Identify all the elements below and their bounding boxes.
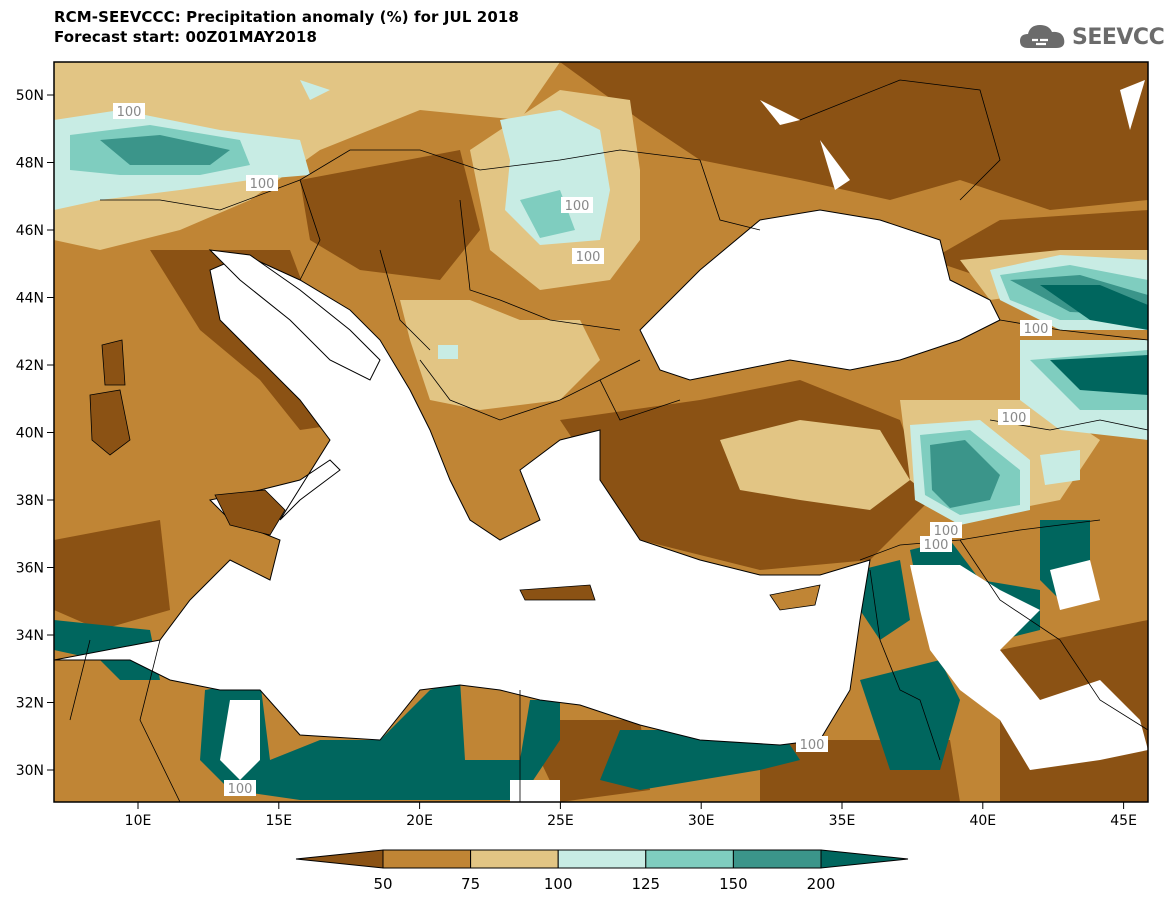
colorbar-tick-label: 150 — [719, 875, 748, 893]
lon-tick-label: 15E — [265, 813, 292, 829]
longitude-axis: 10E 15E 20E 25E 30E 35E 40E 45E — [125, 802, 1137, 829]
mediterranean-sea — [54, 254, 871, 746]
contour-label: 100 — [930, 522, 962, 539]
contour-label-text: 100 — [934, 524, 959, 539]
no-data-patches — [220, 80, 1148, 802]
lat-tick-label: 46N — [16, 223, 44, 239]
colorbar-segment — [645, 849, 734, 869]
colorbar-high-arrow — [820, 849, 909, 869]
colorbar-tick-label: 125 — [631, 875, 660, 893]
seas — [54, 209, 1001, 746]
colorbar-tick-label: 200 — [807, 875, 836, 893]
contour-label-text: 100 — [1002, 411, 1027, 426]
contour-label: 100 — [113, 103, 145, 120]
contour-label-text: 100 — [1024, 322, 1049, 337]
contour-label: 100 — [998, 409, 1030, 426]
colorbar-segment — [382, 849, 472, 869]
lat-tick-label: 36N — [16, 561, 44, 577]
color-bar: 50 75 100 125 150 200 — [295, 849, 909, 893]
contour-label: 100 — [1020, 320, 1052, 337]
lon-tick-label: 45E — [1110, 813, 1137, 829]
contour-labels: 100 100 100 100 100 100 — [113, 103, 1052, 797]
contour-label-text: 100 — [117, 105, 142, 120]
lat-tick-label: 38N — [16, 493, 44, 509]
colorbar-tick-label: 75 — [461, 875, 480, 893]
contour-label: 100 — [438, 345, 458, 359]
lon-tick-label: 20E — [406, 813, 433, 829]
forecast-start-label: Forecast start: 00Z01MAY2018 — [54, 28, 317, 46]
contour-label: 100 — [224, 780, 256, 797]
contour-label-text: 100 — [924, 538, 949, 553]
lon-tick-label: 25E — [547, 813, 574, 829]
contour-label: 100 — [246, 175, 278, 192]
colorbar-segment — [557, 849, 647, 869]
latitude-axis: 50N 48N 46N 44N 42N 40N 38N 36N 34N 32N 30N — [16, 88, 54, 779]
lat-tick-label: 44N — [16, 291, 44, 307]
contour-label: 100 — [796, 736, 828, 753]
lat-tick-label: 50N — [16, 88, 44, 104]
colorbar-tick-label: 50 — [373, 875, 392, 893]
colorbar-segment — [732, 849, 822, 869]
contour-label-text: 100 — [800, 738, 825, 753]
lon-tick-label: 10E — [125, 813, 152, 829]
logo-text: SEEVCCC — [1072, 24, 1165, 50]
contour-label-text: 100 — [565, 199, 590, 214]
adriatic-sea — [208, 249, 381, 381]
lat-tick-label: 48N — [16, 156, 44, 172]
lon-tick-label: 30E — [688, 813, 715, 829]
contour-label: 100 — [920, 536, 952, 553]
colorbar-segment — [470, 849, 559, 869]
colorbar-tick-label: 100 — [544, 875, 573, 893]
lat-tick-label: 30N — [16, 763, 44, 779]
contour-label-text: 100 — [228, 782, 253, 797]
map-title: RCM-SEEVCCC: Precipitation anomaly (%) f… — [54, 8, 519, 26]
lat-tick-label: 34N — [16, 628, 44, 644]
islands — [89, 339, 821, 611]
lat-tick-label: 40N — [16, 426, 44, 442]
colorbar-low-arrow — [295, 849, 384, 869]
lat-tick-label: 42N — [16, 358, 44, 374]
cloud-icon — [1020, 25, 1065, 48]
contour-label-text: 100 — [250, 177, 275, 192]
lon-tick-label: 35E — [829, 813, 856, 829]
contour-label: 100 — [572, 248, 604, 265]
contour-label-text: 100 — [447, 355, 449, 357]
contour-label: 100 — [561, 197, 593, 214]
country-borders — [69, 79, 1148, 802]
lat-tick-label: 32N — [16, 696, 44, 712]
seevccc-logo: SEEVCCC — [1018, 22, 1165, 52]
contour-label-text: 100 — [576, 250, 601, 265]
lon-tick-label: 40E — [969, 813, 996, 829]
